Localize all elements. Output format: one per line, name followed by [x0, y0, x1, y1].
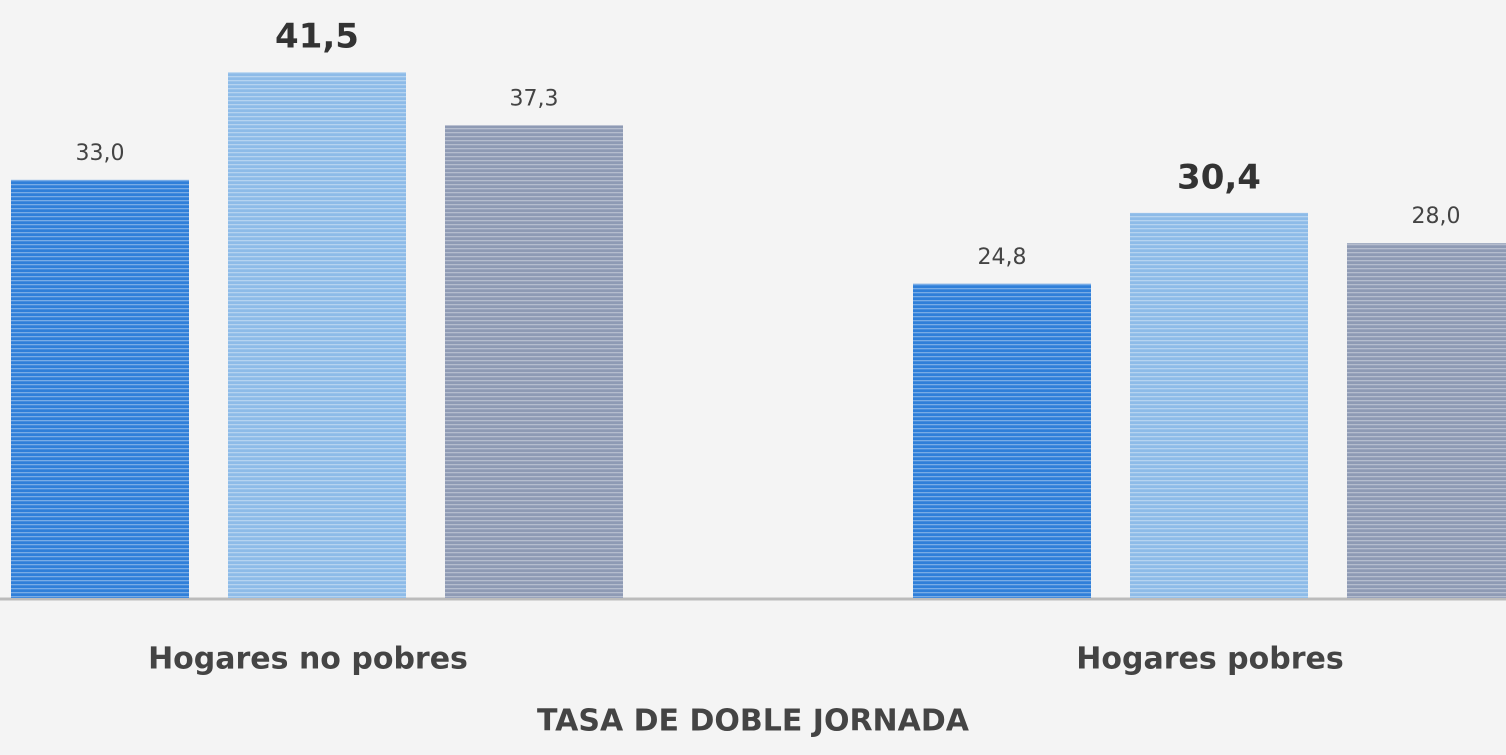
chart-title: TASA DE DOBLE JORNADA — [537, 704, 970, 739]
value-label: 30,4 — [1177, 157, 1261, 197]
value-label: 33,0 — [76, 141, 125, 166]
x-tick-label: Hogares no pobres — [148, 642, 468, 677]
value-label: 28,0 — [1412, 204, 1461, 229]
bar — [1130, 212, 1308, 598]
bar — [445, 125, 623, 598]
bar — [1347, 243, 1506, 599]
bar — [228, 72, 406, 598]
value-label: 24,8 — [978, 245, 1027, 270]
value-label: 37,3 — [510, 86, 559, 111]
bar — [11, 179, 189, 598]
x-tick-label: Hogares pobres — [1076, 642, 1343, 677]
value-label: 41,5 — [275, 17, 359, 57]
bar — [913, 283, 1091, 598]
